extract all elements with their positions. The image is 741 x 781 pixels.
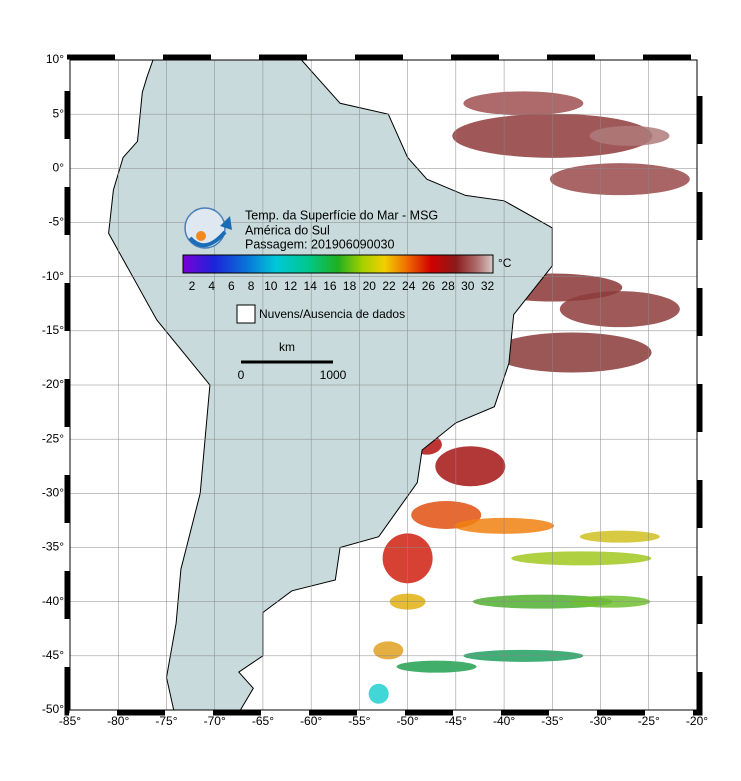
colorbar-tick-label: 26 bbox=[422, 279, 436, 293]
lon-label: -85° bbox=[59, 714, 81, 728]
logo bbox=[184, 207, 232, 249]
lon-label: -20° bbox=[686, 714, 708, 728]
colorbar-tick-label: 14 bbox=[304, 279, 318, 293]
colorbar-unit: °C bbox=[498, 256, 512, 270]
colorbar-tick-label: 6 bbox=[228, 279, 235, 293]
colorbar-tick-label: 18 bbox=[343, 279, 357, 293]
sst-patch bbox=[491, 332, 652, 373]
lon-label: -40° bbox=[493, 714, 515, 728]
sst-patch bbox=[373, 641, 404, 660]
lon-label: -75° bbox=[155, 714, 177, 728]
lat-label: 5° bbox=[53, 106, 65, 120]
lat-label: -15° bbox=[42, 323, 64, 337]
sst-patch bbox=[435, 446, 506, 487]
colorbar-tick-label: 16 bbox=[323, 279, 337, 293]
lat-label: -10° bbox=[42, 269, 64, 283]
colorbar-tick-label: 8 bbox=[248, 279, 255, 293]
colorbar bbox=[182, 254, 494, 274]
map-frame-ticks bbox=[64, 54, 703, 716]
colorbar-tick-label: 20 bbox=[363, 279, 377, 293]
legend-swatch bbox=[236, 304, 256, 324]
colorbar-tick-label: 2 bbox=[189, 279, 196, 293]
lat-label: -30° bbox=[42, 486, 64, 500]
lat-label: -40° bbox=[42, 594, 64, 608]
sst-patch bbox=[589, 125, 670, 146]
scale-label: 0 bbox=[238, 368, 245, 382]
lat-label: -25° bbox=[42, 431, 64, 445]
sst-patch bbox=[579, 530, 660, 543]
lat-label: -45° bbox=[42, 648, 64, 662]
title-line: Passagem: 201906090030 bbox=[245, 237, 394, 251]
lon-label: -45° bbox=[445, 714, 467, 728]
lat-label: -20° bbox=[42, 377, 64, 391]
colorbar-tick-label: 24 bbox=[402, 279, 416, 293]
colorbar-tick-label: 32 bbox=[481, 279, 495, 293]
lon-label: -35° bbox=[541, 714, 563, 728]
scale-unit: km bbox=[279, 340, 295, 354]
sst-patch bbox=[559, 291, 680, 328]
lon-label: -50° bbox=[397, 714, 419, 728]
lon-label: -65° bbox=[252, 714, 274, 728]
colorbar-tick-label: 12 bbox=[284, 279, 298, 293]
legend-label: Nuvens/Ausencia de dados bbox=[259, 307, 405, 321]
colorbar-tick-label: 30 bbox=[461, 279, 475, 293]
lat-label: -50° bbox=[42, 702, 64, 716]
map-area bbox=[70, 60, 697, 710]
lon-label: -30° bbox=[589, 714, 611, 728]
colorbar-tick-label: 28 bbox=[441, 279, 455, 293]
sst-patch bbox=[549, 163, 690, 196]
scale-label: 1000 bbox=[320, 368, 347, 382]
lon-label: -55° bbox=[348, 714, 370, 728]
map-frame bbox=[69, 59, 698, 711]
sst-patch bbox=[368, 683, 389, 704]
title-line: América do Sul bbox=[245, 223, 330, 237]
sst-patch bbox=[463, 91, 584, 116]
lat-label: 0° bbox=[53, 161, 65, 175]
lat-label: -35° bbox=[42, 540, 64, 554]
lat-label: -5° bbox=[49, 215, 65, 229]
lat-label: 10° bbox=[46, 52, 64, 66]
lon-label: -25° bbox=[638, 714, 660, 728]
lon-label: -80° bbox=[107, 714, 129, 728]
colorbar-tick-label: 10 bbox=[264, 279, 278, 293]
colorbar-tick-label: 4 bbox=[208, 279, 215, 293]
lon-label: -60° bbox=[300, 714, 322, 728]
colorbar-tick-label: 22 bbox=[382, 279, 396, 293]
sst-patch bbox=[511, 551, 652, 566]
lon-label: -70° bbox=[204, 714, 226, 728]
sst-patch bbox=[396, 660, 477, 673]
title-line: Temp. da Superfície do Mar - MSG bbox=[245, 208, 438, 222]
